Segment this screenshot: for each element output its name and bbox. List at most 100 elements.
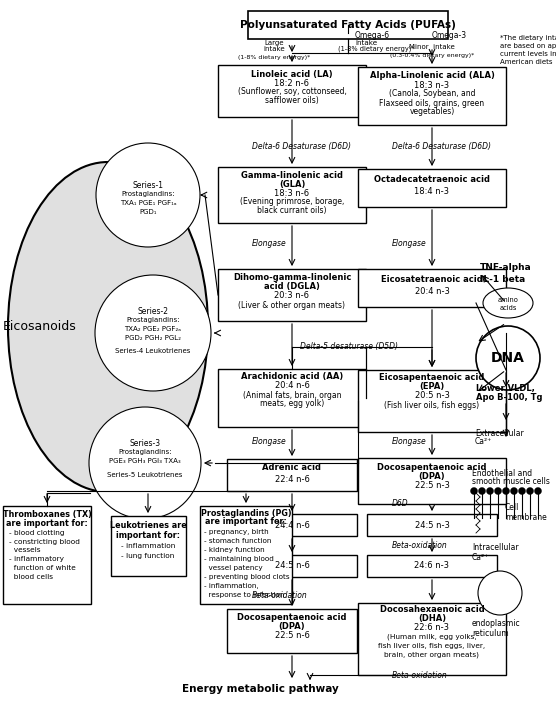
Text: acids: acids: [499, 305, 517, 311]
Text: intake: intake: [263, 46, 285, 52]
Text: blood cells: blood cells: [9, 574, 53, 580]
Text: Series-5 Leukotrienes: Series-5 Leukotrienes: [107, 472, 183, 478]
Text: (1-8% dietary energy)*: (1-8% dietary energy)*: [338, 46, 415, 52]
Text: - lung function: - lung function: [121, 553, 175, 559]
Text: Energy metabolic pathway: Energy metabolic pathway: [182, 684, 339, 694]
Circle shape: [95, 275, 211, 391]
Text: Octadecatetraenoic acid: Octadecatetraenoic acid: [374, 176, 490, 184]
Text: Docosapentaenoic acid: Docosapentaenoic acid: [237, 612, 347, 621]
Bar: [248, 11, 448, 39]
Bar: [227, 514, 357, 536]
Text: smooth muscle cells: smooth muscle cells: [472, 477, 550, 486]
Circle shape: [470, 487, 478, 494]
Text: are important for:: are important for:: [6, 519, 88, 527]
Bar: [358, 269, 506, 307]
Text: 20:4 n-6: 20:4 n-6: [275, 382, 310, 390]
Bar: [358, 603, 506, 675]
Text: PGD₂ PGH₂ PGL₂: PGD₂ PGH₂ PGL₂: [125, 335, 181, 341]
Text: Extracellular: Extracellular: [475, 429, 524, 437]
Text: (DHA): (DHA): [418, 614, 446, 622]
Bar: [358, 458, 506, 504]
Text: important for:: important for:: [116, 531, 180, 539]
Circle shape: [476, 326, 540, 390]
Text: 24:4 n-6: 24:4 n-6: [275, 520, 310, 529]
Text: Thromboxanes (TX): Thromboxanes (TX): [3, 510, 91, 519]
Text: 18:4 n-3: 18:4 n-3: [415, 186, 449, 195]
Text: Beta-oxidation: Beta-oxidation: [252, 591, 308, 600]
Text: - maintaining blood: - maintaining blood: [204, 556, 274, 562]
Text: Linoleic acid (LA): Linoleic acid (LA): [251, 70, 333, 79]
Text: - stomach function: - stomach function: [204, 538, 271, 544]
Circle shape: [89, 407, 201, 519]
Bar: [200, 506, 292, 604]
Text: 20:3 n-6: 20:3 n-6: [275, 290, 310, 299]
Text: membrane: membrane: [505, 513, 547, 522]
Text: 18:3 n-6: 18:3 n-6: [275, 188, 310, 198]
Text: 20:4 n-3: 20:4 n-3: [415, 287, 449, 295]
Text: Dihomo-gamma-linolenic: Dihomo-gamma-linolenic: [233, 273, 351, 281]
Circle shape: [534, 487, 542, 494]
Text: amino: amino: [498, 297, 518, 303]
Text: Lower VLDL,: Lower VLDL,: [476, 384, 535, 392]
Text: (DPA): (DPA): [279, 621, 305, 631]
Text: - pregnancy, birth: - pregnancy, birth: [204, 529, 269, 535]
Text: 22:5 n-6: 22:5 n-6: [275, 631, 310, 640]
Text: Series-1: Series-1: [132, 181, 163, 190]
Text: Elongase: Elongase: [252, 238, 287, 247]
Text: 24:5 n-3: 24:5 n-3: [415, 520, 449, 529]
Bar: [227, 609, 357, 653]
Text: Apo B-100, Tg: Apo B-100, Tg: [476, 394, 543, 403]
Ellipse shape: [483, 288, 533, 318]
Text: Large: Large: [264, 40, 284, 46]
Text: - preventing blood clots: - preventing blood clots: [204, 574, 290, 580]
Text: Ca²⁺: Ca²⁺: [472, 553, 489, 562]
Bar: [218, 269, 366, 321]
Text: Elongase: Elongase: [252, 437, 287, 446]
Text: Delta-6 Desaturase (D6D): Delta-6 Desaturase (D6D): [392, 143, 491, 152]
Text: PGD₁: PGD₁: [139, 209, 157, 215]
Text: Prostaglandins:: Prostaglandins:: [118, 449, 172, 455]
Text: Beta-oxidation: Beta-oxidation: [392, 671, 448, 680]
Text: current levels in North: current levels in North: [500, 51, 556, 57]
Text: vegetables): vegetables): [409, 108, 455, 117]
Bar: [218, 65, 366, 117]
Circle shape: [479, 487, 485, 494]
Text: (Liver & other organ meats): (Liver & other organ meats): [239, 300, 345, 309]
Text: *The dietary intake levels: *The dietary intake levels: [500, 35, 556, 41]
Text: - constricting blood: - constricting blood: [9, 539, 80, 545]
Bar: [3, 506, 91, 604]
Text: brain, other organ meats): brain, other organ meats): [385, 652, 479, 658]
Text: intake: intake: [355, 40, 378, 46]
Text: (0.3-0.4% dietary energy)*: (0.3-0.4% dietary energy)*: [390, 53, 474, 58]
Text: Series-4 Leukotrienes: Series-4 Leukotrienes: [115, 348, 191, 354]
Text: PGE₃ PGH₃ PGI₃ TXA₃: PGE₃ PGH₃ PGI₃ TXA₃: [109, 458, 181, 464]
Text: (Sunflower, soy, cottonseed,: (Sunflower, soy, cottonseed,: [237, 87, 346, 96]
Bar: [227, 459, 357, 491]
Circle shape: [494, 487, 502, 494]
Text: (Fish liver oils, fish eggs): (Fish liver oils, fish eggs): [384, 401, 480, 411]
Text: vessels: vessels: [9, 547, 41, 553]
Text: endoplasmic: endoplasmic: [472, 619, 520, 628]
Text: - inflammation,: - inflammation,: [204, 583, 259, 589]
Text: 22:4 n-6: 22:4 n-6: [275, 475, 310, 484]
Text: Docosapentaenoic acid: Docosapentaenoic acid: [378, 463, 486, 472]
Text: (EPA): (EPA): [419, 382, 445, 392]
Text: Gamma-linolenic acid: Gamma-linolenic acid: [241, 171, 343, 179]
Text: (1-8% dietary energy)*: (1-8% dietary energy)*: [238, 55, 310, 60]
Text: Flaxseed oils, grains, green: Flaxseed oils, grains, green: [379, 98, 485, 108]
Text: Omega-3: Omega-3: [432, 30, 467, 39]
Text: Elongase: Elongase: [392, 238, 427, 247]
Text: (Human milk, egg yolks,: (Human milk, egg yolks,: [387, 633, 477, 640]
Text: 24:5 n-6: 24:5 n-6: [275, 562, 310, 571]
Text: (Animal fats, brain, organ: (Animal fats, brain, organ: [243, 390, 341, 399]
Circle shape: [519, 487, 525, 494]
Text: black currant oils): black currant oils): [257, 207, 327, 216]
Text: - kidney function: - kidney function: [204, 547, 265, 553]
Text: 22:6 n-3: 22:6 n-3: [415, 622, 449, 631]
Circle shape: [503, 487, 509, 494]
Text: TNF-alpha: TNF-alpha: [480, 264, 532, 273]
Bar: [358, 370, 506, 432]
Text: Cell: Cell: [505, 503, 519, 512]
Text: 18:3 n-3: 18:3 n-3: [414, 81, 450, 89]
Circle shape: [486, 487, 494, 494]
